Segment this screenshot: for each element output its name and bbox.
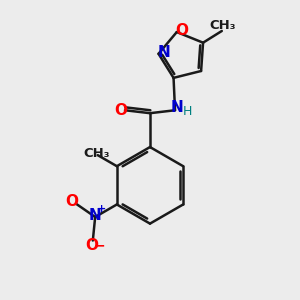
Text: O: O (85, 238, 98, 253)
Text: N: N (89, 208, 102, 223)
Text: CH₃: CH₃ (83, 147, 110, 160)
Text: N: N (158, 45, 171, 60)
Text: O: O (65, 194, 78, 209)
Text: H: H (183, 105, 192, 118)
Text: CH₃: CH₃ (209, 19, 236, 32)
Text: −: − (94, 238, 105, 252)
Text: O: O (176, 23, 189, 38)
Text: +: + (97, 204, 106, 214)
Text: N: N (171, 100, 184, 115)
Text: O: O (114, 103, 127, 118)
